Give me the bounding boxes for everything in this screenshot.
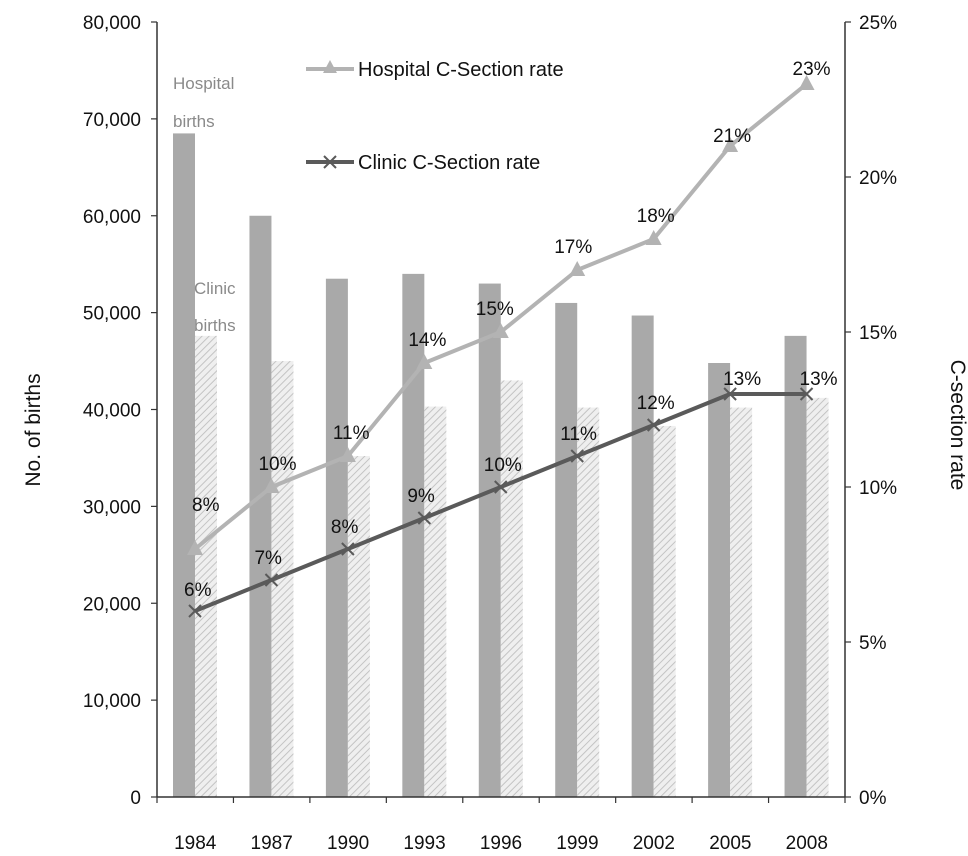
y-tick-label: 40,000 bbox=[83, 401, 141, 422]
x-tick-label: 1996 bbox=[480, 833, 522, 854]
data-label-clinic-rate: 13% bbox=[723, 369, 761, 390]
x-tick-label: 1987 bbox=[251, 833, 293, 854]
x-tick-label: 2005 bbox=[709, 833, 751, 854]
y-tick-label: 30,000 bbox=[83, 497, 141, 518]
x-tick-label: 1999 bbox=[556, 833, 598, 854]
y-tick-label: 50,000 bbox=[83, 304, 141, 325]
point-clinic-rate-2008 bbox=[799, 387, 814, 401]
bar-clinic-births-1996 bbox=[500, 380, 523, 797]
data-label-clinic-rate: 12% bbox=[637, 393, 675, 414]
y-tick-label: 10,000 bbox=[83, 691, 141, 712]
bar-clinic-births-1999 bbox=[577, 407, 600, 797]
y2-tick-label: 10% bbox=[859, 478, 897, 499]
bar-clinic-births-1993 bbox=[424, 406, 447, 797]
bar-hospital-births-1999 bbox=[555, 302, 578, 797]
point-clinic-rate-1999 bbox=[570, 449, 584, 463]
legend-clinic-label: Clinic C-Section rate bbox=[358, 152, 540, 174]
data-label-hospital-rate: 17% bbox=[554, 237, 592, 258]
bar-hospital-births-2008 bbox=[784, 335, 807, 797]
y2-tick-label: 0% bbox=[859, 788, 887, 809]
data-label-clinic-rate: 6% bbox=[184, 580, 212, 601]
bar-hospital-births-1984 bbox=[173, 133, 195, 797]
x-tick-label: 1984 bbox=[174, 833, 217, 854]
data-label-clinic-rate: 7% bbox=[254, 548, 282, 569]
bar-clinic-births-2008 bbox=[806, 397, 829, 797]
point-hospital-rate-1999 bbox=[569, 261, 586, 276]
y2-tick-label: 20% bbox=[859, 168, 897, 189]
clinic-births-annotation-line2: births bbox=[194, 316, 236, 335]
point-clinic-rate-1990 bbox=[341, 542, 355, 556]
y-tick-label: 80,000 bbox=[83, 13, 141, 34]
data-label-hospital-rate: 10% bbox=[258, 454, 296, 475]
y2-tick-label: 5% bbox=[859, 633, 887, 654]
y-tick-label: 20,000 bbox=[83, 594, 141, 615]
y-tick-label: 0 bbox=[130, 788, 141, 809]
bar-clinic-births-2005 bbox=[730, 407, 753, 797]
x-tick-label: 2008 bbox=[786, 833, 828, 854]
data-label-clinic-rate: 13% bbox=[800, 369, 838, 390]
point-hospital-rate-2005 bbox=[722, 137, 739, 152]
bar-hospital-births-2005 bbox=[708, 363, 731, 797]
labels-layer: 8% 10% 11% 14% 15% 17% 18% 21% 23% 6% 7% 8% 9% 10% 11%… bbox=[184, 59, 838, 601]
point-hospital-rate-1987 bbox=[263, 478, 280, 493]
lines-layer bbox=[187, 75, 815, 618]
y-tick-label: 70,000 bbox=[83, 110, 141, 131]
bars-layer bbox=[173, 133, 829, 797]
data-label-hospital-rate: 23% bbox=[793, 59, 831, 80]
x-tick-label: 1990 bbox=[327, 833, 369, 854]
legend-clinic-x-marker bbox=[323, 155, 337, 169]
data-label-clinic-rate: 10% bbox=[484, 455, 522, 476]
bar-hospital-births-1993 bbox=[402, 273, 425, 797]
point-hospital-rate-1990 bbox=[339, 447, 356, 462]
data-label-hospital-rate: 11% bbox=[333, 423, 370, 444]
point-hospital-rate-1984 bbox=[187, 540, 203, 555]
point-clinic-rate-1987 bbox=[264, 573, 279, 587]
data-label-hospital-rate: 8% bbox=[192, 495, 220, 516]
y2-tick-label: 25% bbox=[859, 13, 897, 34]
bar-clinic-births-2002 bbox=[653, 425, 676, 797]
bar-hospital-births-1987 bbox=[249, 215, 272, 797]
bar-clinic-births-1987 bbox=[271, 361, 294, 797]
legend-hospital-label: Hospital C-Section rate bbox=[358, 59, 564, 81]
point-hospital-rate-2008 bbox=[798, 75, 815, 90]
axes-layer: 0 10,000 20,000 30,000 40,000 50,000 60,000 70,… bbox=[83, 13, 897, 854]
y2-axis-title: C-section rate bbox=[946, 360, 968, 491]
legend-hospital-triangle-marker bbox=[323, 60, 337, 73]
data-label-hospital-rate: 18% bbox=[637, 206, 675, 227]
point-hospital-rate-1993 bbox=[416, 354, 433, 369]
hospital-births-annotation-line2: births bbox=[173, 112, 215, 131]
y-tick-label: 60,000 bbox=[83, 207, 141, 228]
data-label-clinic-rate: 8% bbox=[331, 517, 359, 538]
bar-hospital-births-1990 bbox=[325, 278, 348, 797]
data-label-clinic-rate: 11% bbox=[560, 424, 597, 445]
legend: Hospital C-Section rate Clinic C-Section… bbox=[306, 59, 564, 174]
point-clinic-rate-2005 bbox=[723, 387, 737, 401]
data-label-hospital-rate: 14% bbox=[408, 330, 446, 351]
point-clinic-rate-2002 bbox=[646, 418, 661, 432]
data-label-hospital-rate: 21% bbox=[713, 126, 751, 147]
point-hospital-rate-2002 bbox=[645, 230, 662, 245]
y2-tick-label: 15% bbox=[859, 323, 897, 344]
x-tick-label: 2002 bbox=[633, 833, 675, 854]
data-label-clinic-rate: 9% bbox=[407, 486, 435, 507]
data-label-hospital-rate: 15% bbox=[476, 299, 514, 320]
point-clinic-rate-1996 bbox=[494, 480, 508, 494]
x-tick-label: 1993 bbox=[403, 833, 445, 854]
y-axis-title: No. of births bbox=[22, 373, 45, 486]
clinic-births-annotation-line1: Clinic bbox=[194, 279, 236, 298]
bar-clinic-births-1984 bbox=[195, 335, 217, 797]
bar-hospital-births-2002 bbox=[631, 315, 654, 797]
bar-clinic-births-1990 bbox=[347, 456, 370, 797]
bar-hospital-births-1996 bbox=[478, 283, 501, 797]
point-clinic-rate-1993 bbox=[417, 511, 432, 525]
hospital-births-annotation-line1: Hospital bbox=[173, 74, 234, 93]
point-clinic-rate-1984 bbox=[188, 604, 202, 618]
point-hospital-rate-1996 bbox=[492, 323, 509, 338]
